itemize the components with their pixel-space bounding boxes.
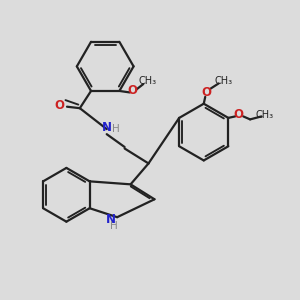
Text: O: O (234, 108, 244, 122)
Text: O: O (54, 99, 64, 112)
Text: H: H (110, 221, 117, 231)
Text: CH₃: CH₃ (138, 76, 156, 86)
Text: O: O (202, 86, 212, 99)
Text: O: O (128, 85, 138, 98)
Text: N: N (102, 121, 112, 134)
Text: H: H (112, 124, 120, 134)
Text: CH₃: CH₃ (215, 76, 233, 86)
Text: CH₃: CH₃ (256, 110, 274, 120)
Text: N: N (106, 213, 116, 226)
